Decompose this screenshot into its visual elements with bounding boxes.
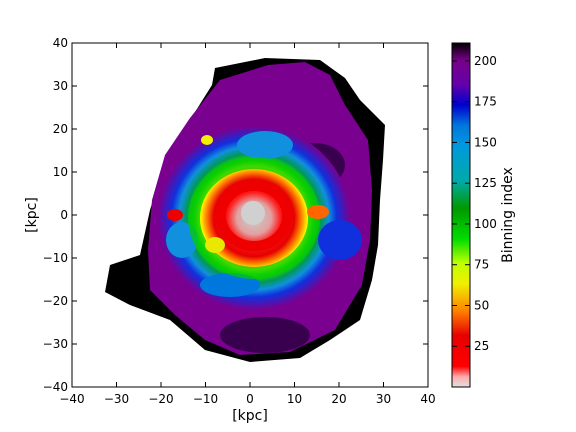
y-tick-label: 10 [53,165,68,179]
y-tick-label: 0 [60,208,68,222]
colorbar-tick-label: 50 [474,298,489,312]
x-tick-label: 20 [331,392,346,406]
dark-blob-bottom [220,317,310,353]
x-tick-label: −10 [193,392,218,406]
x-tick-label: 30 [376,392,391,406]
orange-fragment-right [307,205,329,219]
x-tick-label: 40 [420,392,435,406]
x-tick-label: −20 [148,392,173,406]
red-fragment-left [167,209,183,221]
blue-patch-bottom [200,273,260,297]
colorbar-tick-label: 125 [474,176,497,190]
colorbar-ticks: 25 50 75 100 125 150 175 200 [452,54,497,353]
blue-patch-right [318,220,362,260]
x-tick-label: 0 [246,392,254,406]
colorbar [451,42,471,388]
heatmap [105,58,385,362]
colorbar-tick-label: 100 [474,217,497,231]
y-tick-label: 40 [53,36,68,50]
colorbar-label: Binning index [500,167,516,263]
x-axis-ticks: −40 −30 −20 −10 0 10 20 30 40 [59,43,436,406]
pale-core [241,201,265,225]
x-axis-label: [kpc] [232,408,268,424]
x-tick-label: −40 [59,392,84,406]
colorbar-tick-label: 150 [474,135,497,149]
y-tick-label: 30 [53,79,68,93]
y-tick-label: −40 [43,380,68,394]
y-tick-label: 20 [53,122,68,136]
y-axis-ticks: 40 30 20 10 0 −10 −20 −30 −40 [43,36,428,394]
colorbar-tick-label: 200 [474,54,497,68]
y-tick-label: −30 [43,337,68,351]
blue-patch-top [237,131,293,159]
colorbar-tick-label: 175 [474,95,497,109]
y-tick-label: −20 [43,294,68,308]
y-axis-label: [kpc] [24,197,40,233]
yellow-fragment [205,237,225,253]
x-tick-label: 10 [287,392,302,406]
x-tick-label: −30 [104,392,129,406]
y-tick-label: −10 [43,251,68,265]
yellow-fragment-top [201,135,213,145]
colorbar-tick-label: 25 [474,339,489,353]
colorbar-tick-label: 75 [474,258,489,272]
red-ring [216,181,292,251]
